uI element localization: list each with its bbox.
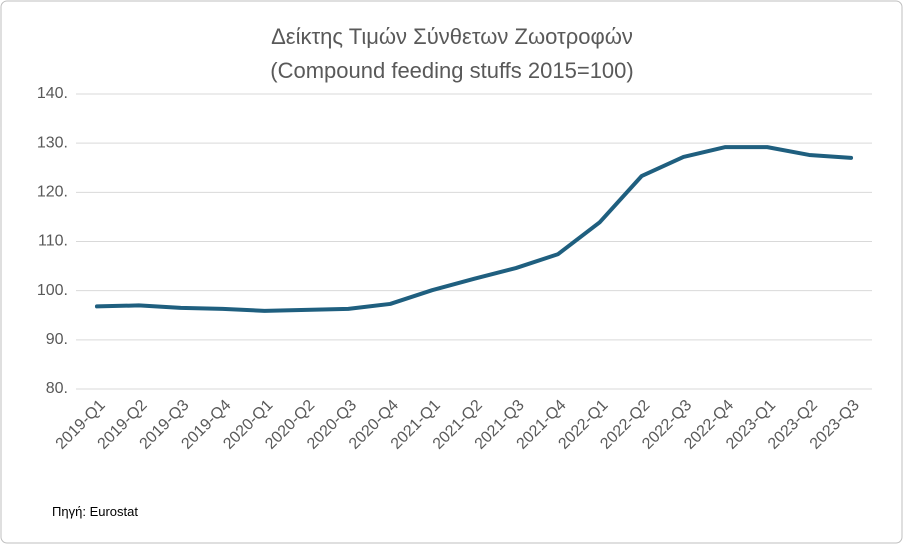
y-tick-label: 90. [46, 331, 68, 348]
y-tick-label: 130. [37, 134, 68, 151]
y-tick-label: 120. [37, 184, 68, 201]
data-line [94, 145, 854, 313]
chart-title: Δείκτης Τιμών Σύνθετων Ζωοτροφών [271, 24, 633, 49]
y-tick-label: 100. [37, 282, 68, 299]
y-tick-label: 80. [46, 380, 68, 397]
y-tick-label: 140. [37, 85, 68, 102]
chart-subtitle: (Compound feeding stuffs 2015=100) [270, 58, 633, 83]
y-tick-label: 110. [38, 233, 68, 250]
source-note: Πηγή: Eurostat [52, 504, 138, 519]
